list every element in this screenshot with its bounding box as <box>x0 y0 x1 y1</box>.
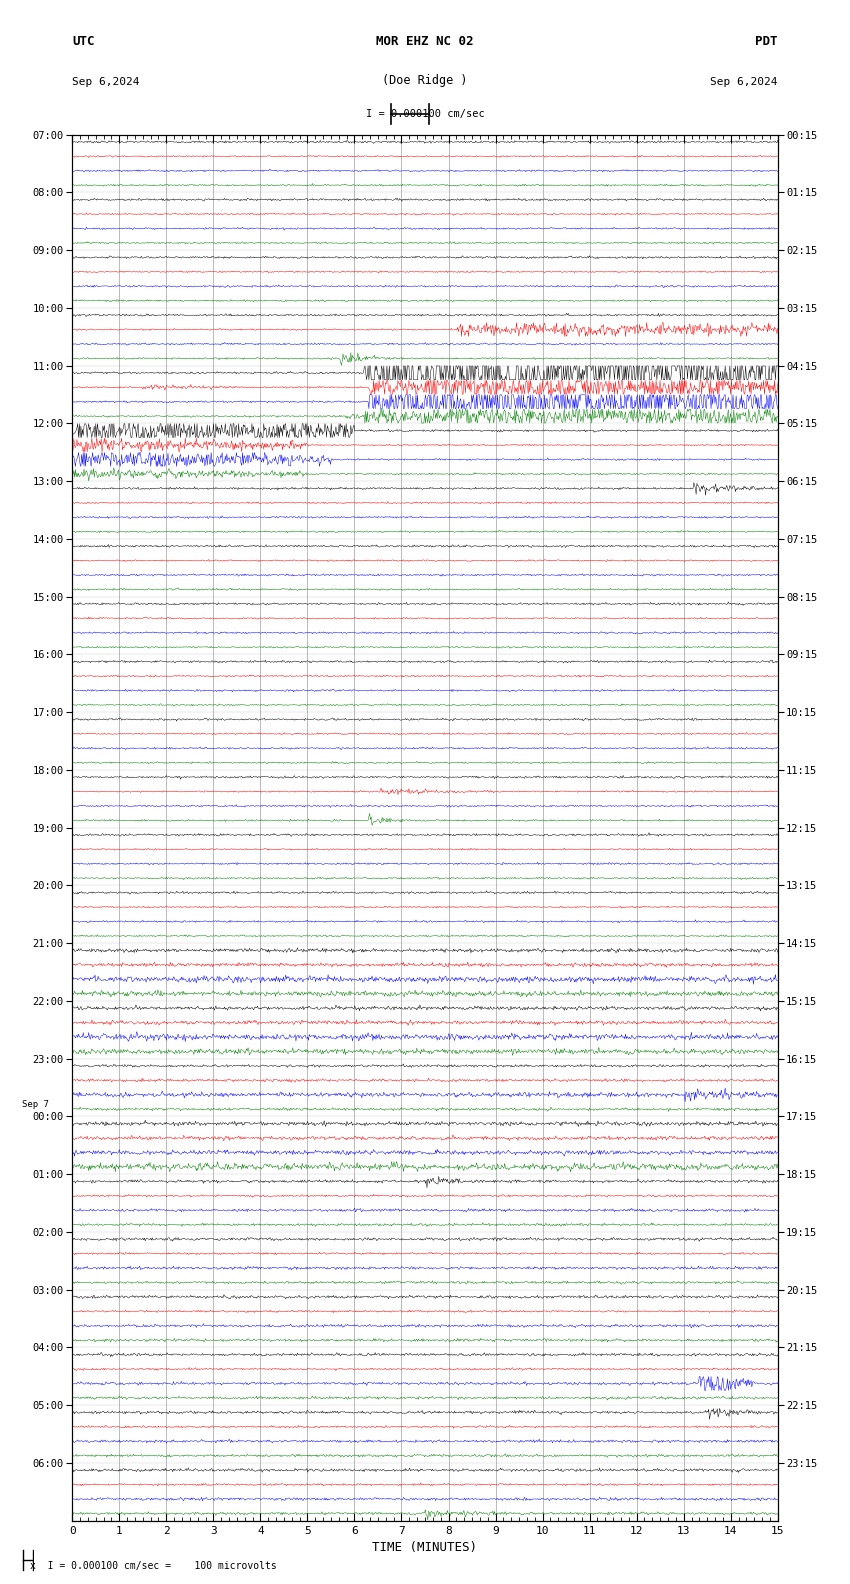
Text: Sep 7: Sep 7 <box>22 1101 48 1109</box>
Text: UTC: UTC <box>72 35 94 48</box>
Text: PDT: PDT <box>756 35 778 48</box>
Text: I = 0.000100 cm/sec: I = 0.000100 cm/sec <box>366 109 484 119</box>
Text: (Doe Ridge ): (Doe Ridge ) <box>382 74 468 87</box>
Text: Sep 6,2024: Sep 6,2024 <box>72 78 139 87</box>
X-axis label: TIME (MINUTES): TIME (MINUTES) <box>372 1541 478 1554</box>
Text: Sep 6,2024: Sep 6,2024 <box>711 78 778 87</box>
Text: MOR EHZ NC 02: MOR EHZ NC 02 <box>377 35 473 48</box>
Text: x  I = 0.000100 cm/sec =    100 microvolts: x I = 0.000100 cm/sec = 100 microvolts <box>30 1562 276 1571</box>
